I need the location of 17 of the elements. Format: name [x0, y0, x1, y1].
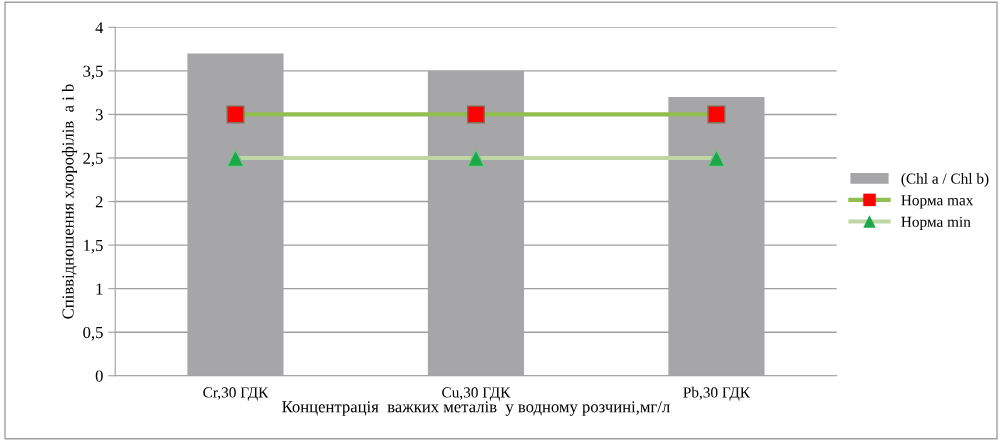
- legend-label: (Chl a / Chl b): [901, 173, 989, 187]
- y-tick-label: 4: [95, 22, 104, 34]
- y-tick-label: 3,5: [83, 65, 103, 80]
- x-tick-label: Pb,30 ГДК: [683, 386, 751, 401]
- y-tick-label: 0: [95, 370, 103, 382]
- y-tick-label: 3: [95, 109, 103, 121]
- y-tick-label: 1: [96, 283, 103, 295]
- x-axis-title: Концентрація важких металів у водному розчині,мг/л: [282, 401, 670, 416]
- y-axis-title: Співвідношення хлорофілів a i b: [61, 84, 78, 319]
- legend-label: Норма max: [901, 195, 974, 209]
- y-tick-label: 0,5: [83, 326, 103, 341]
- y-tick-label: 2,5: [83, 152, 103, 167]
- x-tick-label: Cr,30 ГДК: [203, 387, 269, 401]
- legend-label: Норма min: [901, 216, 971, 231]
- x-tick-label: Cu,30 ГДК: [442, 387, 511, 401]
- y-tick-label: 1,5: [84, 239, 103, 254]
- y-tick-label: 2: [95, 196, 103, 208]
